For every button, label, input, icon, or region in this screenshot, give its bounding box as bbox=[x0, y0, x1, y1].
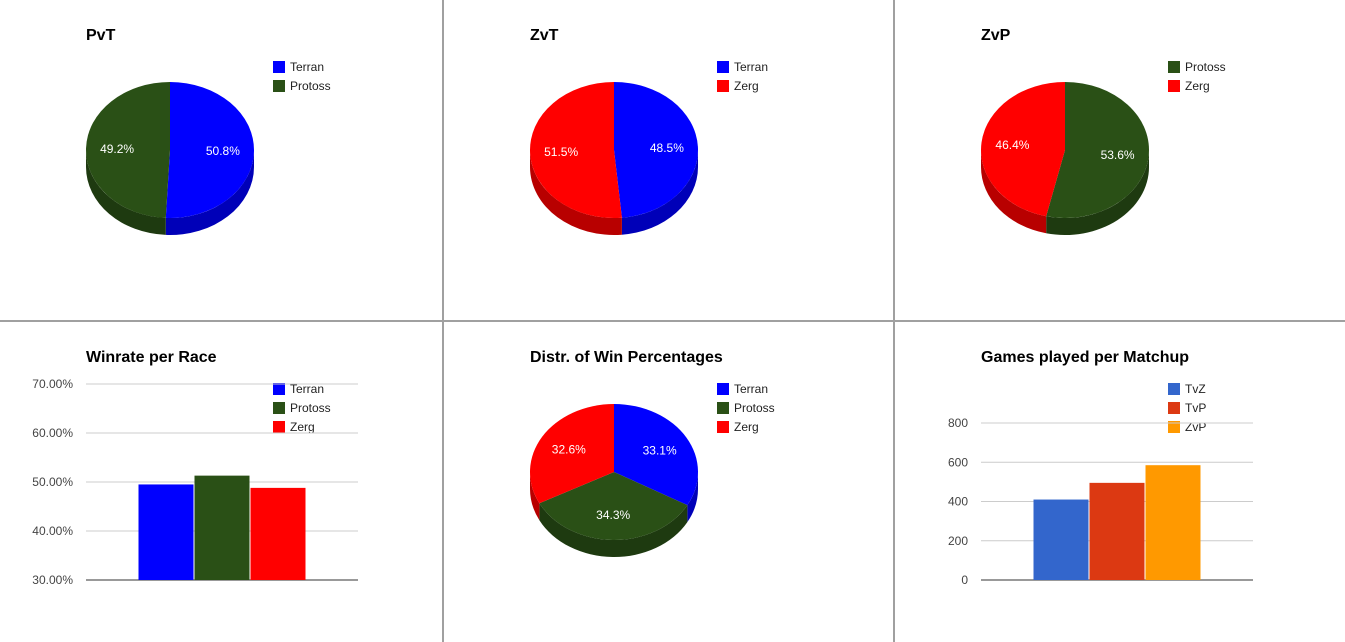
pie-data-label: 48.5% bbox=[650, 141, 684, 155]
y-tick-label: 60.00% bbox=[32, 426, 73, 440]
pie-slice-protoss bbox=[539, 472, 688, 540]
legend-label-zerg: Zerg bbox=[290, 420, 315, 434]
chart-title: ZvP bbox=[981, 27, 1011, 44]
legend-swatch-protoss bbox=[273, 402, 285, 414]
pie-slice-zerg bbox=[530, 82, 622, 218]
chart-panel-distr: Distr. of Win Percentages Terran Protoss Ze… bbox=[444, 322, 884, 642]
legend-label-terran: Terran bbox=[734, 382, 768, 396]
distr-pie-chart: Distr. of Win Percentages Terran Protoss Ze… bbox=[530, 349, 775, 557]
legend-swatch-zerg bbox=[1168, 80, 1180, 92]
pie-slice-protoss bbox=[86, 82, 170, 218]
legend-swatch-tvp bbox=[1168, 402, 1180, 414]
legend-swatch-terran bbox=[717, 61, 729, 73]
legend-label-protoss: Protoss bbox=[290, 401, 331, 415]
bar-terran bbox=[138, 484, 194, 580]
pie-side-zerg bbox=[530, 150, 622, 235]
bar-tvp bbox=[1089, 482, 1145, 580]
pie-slice-zerg bbox=[981, 82, 1065, 217]
chart-panel-pvt: PvT Terran Protoss 50.8% 49.2% bbox=[0, 0, 440, 320]
chart-title: Distr. of Win Percentages bbox=[530, 349, 723, 366]
chart-panel-zvt: ZvT Terran Zerg 48.5% 51.5% bbox=[444, 0, 884, 320]
zvp-pie-chart: ZvP Protoss Zerg 53.6% 46.4% bbox=[981, 27, 1226, 235]
chart-panel-zvp: ZvP Protoss Zerg 53.6% 46.4% bbox=[895, 0, 1335, 320]
legend-swatch-zvp bbox=[1168, 421, 1180, 433]
pie-slice-protoss bbox=[1046, 82, 1149, 218]
legend-label-protoss: Protoss bbox=[734, 401, 775, 415]
legend-label-zvp: ZvP bbox=[1185, 420, 1206, 434]
pie-data-label: 53.6% bbox=[1101, 148, 1135, 162]
pie-slice-terran bbox=[614, 81, 699, 218]
pie-slice-zerg bbox=[530, 404, 614, 504]
y-tick-label: 600 bbox=[948, 455, 968, 469]
pie-data-label: 51.5% bbox=[544, 145, 578, 159]
zvt-pie-chart: ZvT Terran Zerg 48.5% 51.5% bbox=[530, 27, 768, 235]
legend-swatch-tvz bbox=[1168, 383, 1180, 395]
legend-label-zerg: Zerg bbox=[734, 420, 759, 434]
pie-data-label: 34.3% bbox=[596, 508, 630, 522]
y-tick-label: 200 bbox=[948, 534, 968, 548]
pie-side-zerg bbox=[981, 150, 1047, 234]
legend-label-protoss: Protoss bbox=[1185, 60, 1226, 74]
pie-data-label: 33.1% bbox=[643, 443, 677, 457]
legend-label-terran: Terran bbox=[734, 60, 768, 74]
y-tick-label: 800 bbox=[948, 416, 968, 430]
legend-swatch-protoss bbox=[1168, 61, 1180, 73]
pie-slice-terran bbox=[614, 404, 698, 506]
legend-label-terran: Terran bbox=[290, 382, 324, 396]
pvt-pie-chart: PvT Terran Protoss 50.8% 49.2% bbox=[86, 27, 331, 235]
y-tick-label: 50.00% bbox=[32, 475, 73, 489]
chart-title: Winrate per Race bbox=[86, 349, 217, 366]
chart-title: PvT bbox=[86, 27, 116, 44]
chart-title: ZvT bbox=[530, 27, 559, 44]
legend-swatch-zerg bbox=[273, 421, 285, 433]
pie-side-protoss bbox=[1046, 150, 1149, 235]
bar-zerg bbox=[250, 487, 306, 580]
legend-swatch-terran bbox=[273, 383, 285, 395]
pie-side-terran bbox=[687, 472, 698, 523]
legend-label-tvp: TvP bbox=[1185, 401, 1206, 415]
y-tick-label: 400 bbox=[948, 495, 968, 509]
chart-panel-winrate: Winrate per Race Terran Protoss Zerg 70.00% 6… bbox=[0, 322, 440, 642]
games-bar-chart: Games played per Matchup TvZ TvP ZvP 800 600 4… bbox=[948, 349, 1253, 587]
y-tick-label: 40.00% bbox=[32, 524, 73, 538]
pie-side-protoss bbox=[86, 150, 166, 235]
y-tick-label: 0 bbox=[961, 573, 968, 587]
bar-protoss bbox=[194, 475, 250, 580]
legend-swatch-zerg bbox=[717, 421, 729, 433]
legend-swatch-zerg bbox=[717, 80, 729, 92]
pie-data-label: 50.8% bbox=[206, 144, 240, 158]
legend-swatch-protoss bbox=[717, 402, 729, 414]
legend-swatch-terran bbox=[273, 61, 285, 73]
pie-side-zerg bbox=[530, 472, 540, 521]
pie-data-label: 49.2% bbox=[100, 142, 134, 156]
chart-title: Games played per Matchup bbox=[981, 349, 1189, 366]
pie-data-label: 32.6% bbox=[552, 443, 586, 457]
pie-data-label: 46.4% bbox=[995, 138, 1029, 152]
legend-label-zerg: Zerg bbox=[1185, 79, 1210, 93]
divider-horizontal bbox=[0, 320, 1345, 322]
winrate-bar-chart: Winrate per Race Terran Protoss Zerg 70.00% 6… bbox=[32, 349, 358, 587]
legend-label-zerg: Zerg bbox=[734, 79, 759, 93]
legend-label-terran: Terran bbox=[290, 60, 324, 74]
legend-label-tvz: TvZ bbox=[1185, 382, 1206, 396]
legend-label-protoss: Protoss bbox=[290, 79, 331, 93]
pie-side-protoss bbox=[539, 503, 688, 557]
bar-zvp bbox=[1145, 465, 1201, 580]
y-tick-label: 70.00% bbox=[32, 377, 73, 391]
chart-panel-games: Games played per Matchup TvZ TvP ZvP 800 600 4… bbox=[895, 322, 1335, 642]
pie-side-terran bbox=[621, 150, 698, 235]
pie-side-terran bbox=[165, 150, 254, 235]
pie-slice-terran bbox=[165, 82, 255, 218]
legend-swatch-protoss bbox=[273, 80, 285, 92]
y-tick-label: 30.00% bbox=[32, 573, 73, 587]
legend-swatch-terran bbox=[717, 383, 729, 395]
bar-tvz bbox=[1033, 499, 1089, 580]
